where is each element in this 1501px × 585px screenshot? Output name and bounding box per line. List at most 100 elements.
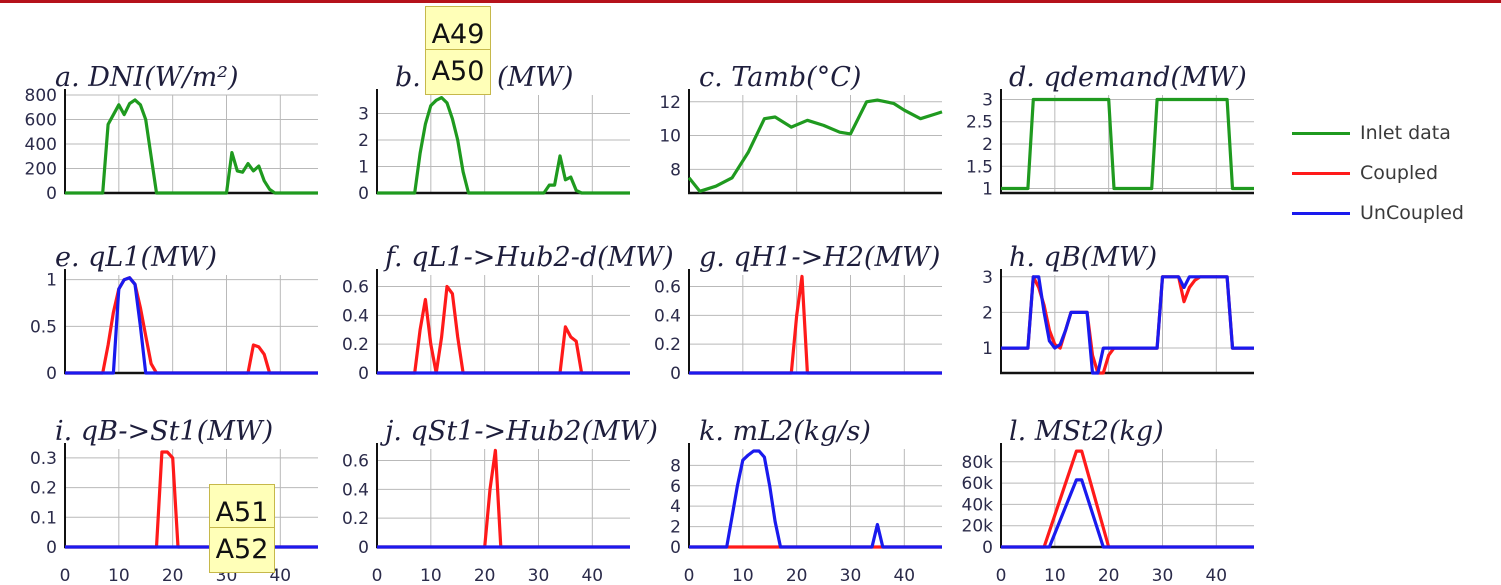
legend-label-coupled: Coupled: [1360, 162, 1439, 184]
p11-ytick-label-0: 0: [670, 538, 681, 558]
p9-xtick-label-2: 20: [162, 566, 184, 585]
p7-title: g. qH1->H2(MW): [699, 242, 940, 273]
p9-ytick-label-2: 0.2: [30, 479, 57, 499]
p3-ytick-label-1: 10: [659, 127, 681, 147]
p12-xtick-label-3: 30: [1152, 566, 1174, 585]
p5-series-uncoupled: [65, 276, 318, 375]
p12-series-uncoupled: [1001, 478, 1254, 549]
p4-ytick-label-3: 2.5: [966, 113, 993, 133]
legend-item-coupled: Coupled: [1292, 153, 1464, 193]
legend: Inlet data Coupled UnCoupled: [1292, 113, 1464, 233]
p9-ytick-label-3: 0.3: [30, 449, 57, 469]
p8-ytick-label-0: 1: [982, 339, 993, 359]
legend-swatch-inlet: [1292, 131, 1350, 135]
p7-ytick-label-2: 0.4: [654, 306, 681, 326]
p4-ytick-label-1: 1.5: [966, 157, 993, 177]
p1-ytick-label-0: 0: [46, 184, 57, 204]
p12-ytick-label-2: 40k: [962, 495, 994, 515]
p1-series-inlet-data: [65, 98, 318, 195]
p4-ytick-label-0: 1: [982, 180, 993, 200]
p12-xtick-label-2: 20: [1098, 566, 1120, 585]
legend-swatch-coupled: [1292, 171, 1350, 175]
p11-xtick-label-1: 10: [732, 566, 754, 585]
p11-ytick-label-2: 4: [670, 497, 681, 517]
p11-xtick-label-0: 0: [684, 566, 695, 585]
p12-ytick-label-1: 20k: [962, 517, 994, 537]
legend-swatch-uncoupled: [1292, 211, 1350, 215]
annotation-tag-a51[interactable]: A51: [209, 484, 275, 530]
p12-ytick-label-0: 0: [982, 538, 993, 558]
p10-xtick-label-0: 0: [372, 566, 383, 585]
p11-ytick-label-4: 8: [670, 456, 681, 476]
p1-ytick-label-3: 600: [25, 111, 57, 131]
p5-series-coupled: [65, 276, 318, 375]
p1-ytick-label-1: 200: [25, 160, 57, 180]
p8-title: h. qB(MW): [1009, 242, 1157, 273]
legend-item-uncoupled: UnCoupled: [1292, 193, 1464, 233]
p5-ytick-label-2: 1: [46, 271, 57, 291]
p9-xtick-label-0: 0: [60, 566, 71, 585]
p11-ytick-label-3: 6: [670, 477, 681, 497]
p6-title: f. qL1->Hub2-d(MW): [383, 242, 674, 273]
annotation-tag-a52[interactable]: A52: [209, 527, 275, 573]
p10-ytick-label-0: 0: [358, 538, 369, 558]
p11-ytick-label-1: 2: [670, 518, 681, 538]
p11-xtick-label-2: 20: [786, 566, 808, 585]
p11-xtick-label-4: 40: [893, 566, 915, 585]
p12-xtick-label-0: 0: [996, 566, 1007, 585]
p12-xtick-label-1: 10: [1044, 566, 1066, 585]
p3-ytick-label-0: 8: [670, 160, 681, 180]
p12-xtick-label-4: 40: [1205, 566, 1227, 585]
p7-ytick-label-1: 0.2: [654, 335, 681, 355]
p1-ytick-label-4: 800: [25, 86, 57, 106]
annotation-tag-a49[interactable]: A49: [425, 6, 491, 52]
p6-ytick-label-3: 0.6: [342, 278, 369, 298]
annotation-tag-a50[interactable]: A50: [425, 49, 491, 95]
p6-series-coupled: [377, 284, 630, 375]
p11-title: k. mL2(kg/s): [699, 416, 871, 447]
p7-ytick-label-3: 0.6: [654, 278, 681, 298]
p1-ytick-label-2: 400: [25, 135, 57, 155]
p4-series-inlet-data: [1001, 97, 1254, 191]
legend-label-uncoupled: UnCoupled: [1360, 202, 1464, 224]
p10-ytick-label-2: 0.4: [342, 480, 369, 500]
p10-ytick-label-1: 0.2: [342, 509, 369, 529]
p2-ytick-label-3: 3: [358, 105, 369, 125]
p3-series-inlet-data: [687, 98, 943, 193]
p8-ytick-label-2: 3: [982, 268, 993, 288]
p10-xtick-label-1: 10: [420, 566, 442, 585]
p7-ytick-label-0: 0: [670, 364, 681, 384]
top-accent-bar: [0, 0, 1501, 3]
p9-ytick-label-0: 0: [46, 538, 57, 558]
p5-ytick-label-0: 0: [46, 364, 57, 384]
p5-ytick-label-1: 0.5: [30, 317, 57, 337]
p10-xtick-label-3: 30: [528, 566, 550, 585]
p10-xtick-label-4: 40: [581, 566, 603, 585]
p2-ytick-label-1: 1: [358, 158, 369, 178]
p12-title: l. MSt2(kg): [1009, 416, 1164, 447]
legend-label-inlet: Inlet data: [1360, 122, 1451, 144]
p11-xtick-label-3: 30: [840, 566, 862, 585]
p4-ytick-label-2: 2: [982, 135, 993, 155]
p11-series-uncoupled: [689, 449, 942, 549]
p10-ytick-label-3: 0.6: [342, 452, 369, 472]
p9-ytick-label-1: 0.1: [30, 508, 57, 528]
p4-title: d. qdemand(MW): [1009, 62, 1247, 93]
p2-title-head: b.: [395, 62, 429, 93]
p2-title: b. (MW): [395, 62, 573, 93]
p6-ytick-label-2: 0.4: [342, 306, 369, 326]
p3-ytick-label-2: 12: [659, 93, 681, 113]
p12-ytick-label-4: 80k: [962, 453, 994, 473]
p4-ytick-label-4: 3: [982, 90, 993, 110]
p10-xtick-label-2: 20: [474, 566, 496, 585]
p12-ytick-label-3: 60k: [962, 474, 994, 494]
p2-ytick-label-2: 2: [358, 131, 369, 151]
p9-xtick-label-1: 10: [108, 566, 130, 585]
p2-series-inlet-data: [377, 95, 630, 195]
p9-title: i. qB->St1(MW): [55, 416, 273, 447]
p1-title: a. DNI(W/m²): [55, 62, 239, 93]
p5-title: e. qL1(MW): [55, 242, 217, 273]
p2-ytick-label-0: 0: [358, 184, 369, 204]
p8-series-uncoupled: [1001, 275, 1254, 375]
